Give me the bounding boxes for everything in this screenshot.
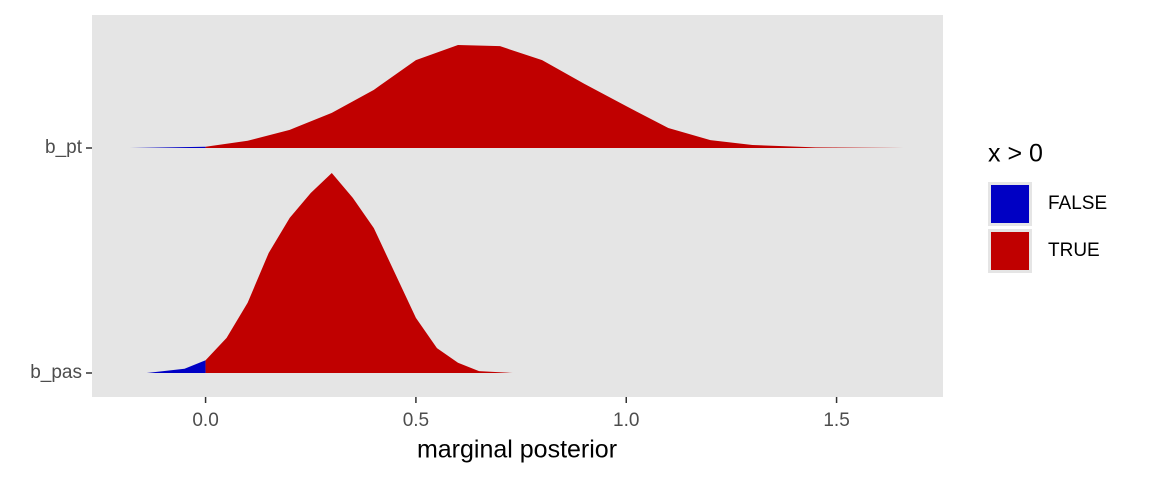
x-axis-title: marginal posterior xyxy=(417,436,617,464)
y-tick-label: b_pt xyxy=(45,137,83,158)
legend-key xyxy=(991,232,1029,270)
ridge-area xyxy=(205,173,513,373)
x-tick-label: 0.5 xyxy=(403,410,429,431)
x-tick-label: 0.0 xyxy=(192,410,218,431)
ridge-area xyxy=(205,44,904,148)
x-tick-label: 1.5 xyxy=(823,410,849,431)
legend-label: FALSE xyxy=(1048,193,1107,214)
y-tick-label: b_pas xyxy=(30,362,82,383)
ridge-area xyxy=(129,146,206,148)
ridge-area xyxy=(146,360,206,373)
legend-label: TRUE xyxy=(1048,240,1100,261)
legend-title: x > 0 xyxy=(988,140,1043,168)
legend-key xyxy=(991,185,1029,223)
x-tick-label: 1.0 xyxy=(613,410,639,431)
